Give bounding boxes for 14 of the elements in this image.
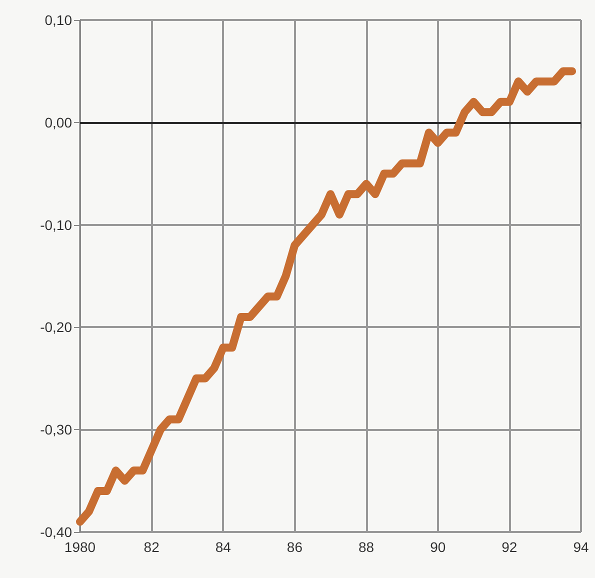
x-tick-label: 82 [144, 539, 160, 555]
y-tick-label: 0,00 [44, 114, 72, 130]
y-tick-label: -0,30 [40, 422, 72, 438]
y-tick-label: -0,20 [40, 319, 72, 336]
x-tick-label: 92 [502, 539, 518, 555]
y-tick-label: 0,10 [44, 12, 72, 28]
x-tick-label: 94 [573, 539, 589, 555]
y-tick-label: -0,10 [40, 216, 72, 233]
x-tick-label: 90 [430, 539, 446, 555]
y-tick-label: -0,40 [40, 524, 72, 540]
x-tick-label: 86 [286, 539, 303, 555]
x-tick-label: 84 [215, 539, 232, 555]
x-tick-label: 1980 [64, 539, 96, 555]
x-tick-label: 88 [358, 539, 374, 555]
